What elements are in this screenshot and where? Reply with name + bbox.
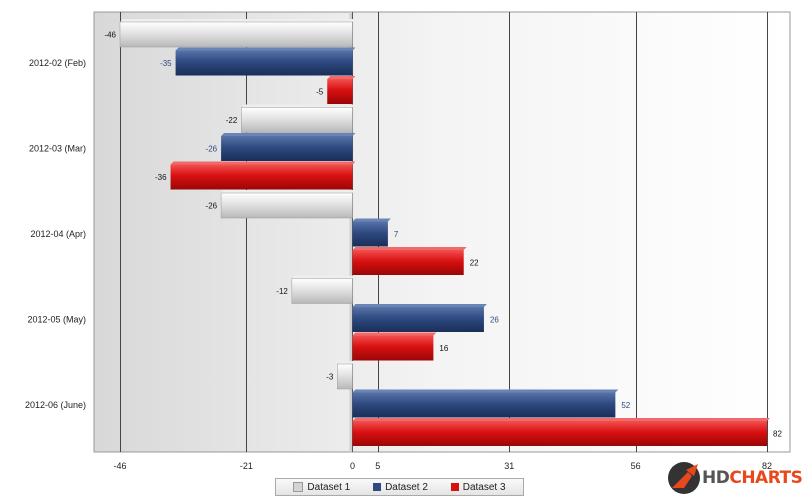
bar-value-label: 26 — [490, 316, 499, 325]
bar-value-label: -26 — [206, 145, 218, 154]
legend-label-dataset-2: Dataset 2 — [385, 481, 428, 493]
x-tick-label: 82 — [762, 461, 772, 471]
bar-value-label: -46 — [104, 31, 116, 40]
legend-swatch-dataset-1 — [293, 482, 304, 492]
x-tick-label: 56 — [631, 461, 641, 471]
bar[interactable] — [352, 307, 484, 332]
legend-label-dataset-3: Dataset 3 — [462, 481, 506, 493]
legend-swatch-dataset-3 — [450, 483, 459, 491]
bar-value-label: 52 — [621, 401, 630, 410]
bar[interactable] — [175, 50, 353, 76]
bar-value-label: 22 — [470, 259, 479, 268]
logo-charts-text: CHARTS — [729, 468, 803, 488]
category-label: 2012-02 (Feb) — [29, 58, 86, 68]
legend-item-dataset-2[interactable]: Dataset 2 — [373, 482, 428, 493]
bar[interactable] — [119, 21, 353, 48]
legend: Dataset 1 Dataset 2 Dataset 3 — [275, 478, 524, 496]
legend-label-dataset-1: Dataset 1 — [307, 481, 351, 493]
bar-top-face — [337, 361, 356, 364]
category-label: 2012-06 (June) — [25, 400, 86, 410]
bar-top-face — [352, 218, 391, 222]
bar-top-face — [291, 275, 356, 279]
bar-value-label: -36 — [155, 173, 167, 182]
bar[interactable] — [352, 392, 616, 418]
bar-top-face — [352, 418, 770, 421]
bar[interactable] — [291, 278, 353, 304]
bar-top-face — [221, 190, 356, 193]
bar-value-label: 7 — [394, 230, 399, 239]
bar-top-face — [352, 304, 487, 307]
bar-value-label: -5 — [316, 88, 324, 97]
bar[interactable] — [337, 363, 353, 390]
bar[interactable] — [170, 164, 353, 190]
bar-top-face — [120, 19, 356, 22]
x-tick-label: -21 — [240, 461, 253, 471]
legend-item-dataset-3[interactable]: Dataset 3 — [450, 481, 506, 493]
x-tick-label: -46 — [113, 461, 126, 471]
bar-top-face — [352, 332, 437, 336]
category-label: 2012-05 (May) — [27, 315, 86, 325]
bar[interactable] — [352, 221, 388, 247]
logo-hd-text: HD — [702, 468, 730, 488]
bar-value-label: -22 — [226, 116, 238, 125]
category-label: 2012-04 (Apr) — [30, 229, 86, 239]
bar[interactable] — [327, 79, 353, 104]
hdcharts-logo: HDCHARTS — [664, 458, 803, 498]
bar-value-label: -35 — [160, 59, 172, 68]
x-tick-label: 31 — [504, 461, 514, 471]
bar-top-face — [327, 76, 356, 79]
bar[interactable] — [221, 136, 353, 161]
bar-top-face — [170, 161, 356, 165]
bar[interactable] — [352, 421, 767, 446]
bar-top-face — [352, 247, 467, 250]
category-label: 2012-03 (Mar) — [29, 144, 86, 154]
bar-chart: -46 -21 0 5 31 56 82 2012-02 (Feb) -46 -35 -5 2012-… — [25, 11, 791, 471]
bar-value-label: -3 — [326, 373, 334, 382]
plot-area — [93, 11, 791, 453]
bar-value-label: 16 — [439, 344, 448, 353]
logo-icon — [668, 462, 700, 494]
bar-value-label: -12 — [276, 287, 288, 296]
bar[interactable] — [352, 335, 434, 361]
zero-axis-wall — [349, 12, 353, 452]
x-tick-label: 0 — [350, 461, 355, 471]
bar-top-face — [241, 104, 356, 108]
bar-top-face — [175, 47, 356, 51]
bar-top-face — [352, 389, 619, 393]
bar[interactable] — [352, 250, 464, 275]
bar-top-face — [221, 133, 356, 136]
legend-swatch-dataset-2 — [373, 483, 382, 491]
x-tick-label: 5 — [375, 461, 380, 471]
bar[interactable] — [220, 192, 353, 219]
bar-value-label: -26 — [206, 202, 218, 211]
bar-value-label: 82 — [773, 430, 782, 439]
bar[interactable] — [241, 107, 353, 133]
legend-item-dataset-1[interactable]: Dataset 1 — [293, 482, 350, 493]
